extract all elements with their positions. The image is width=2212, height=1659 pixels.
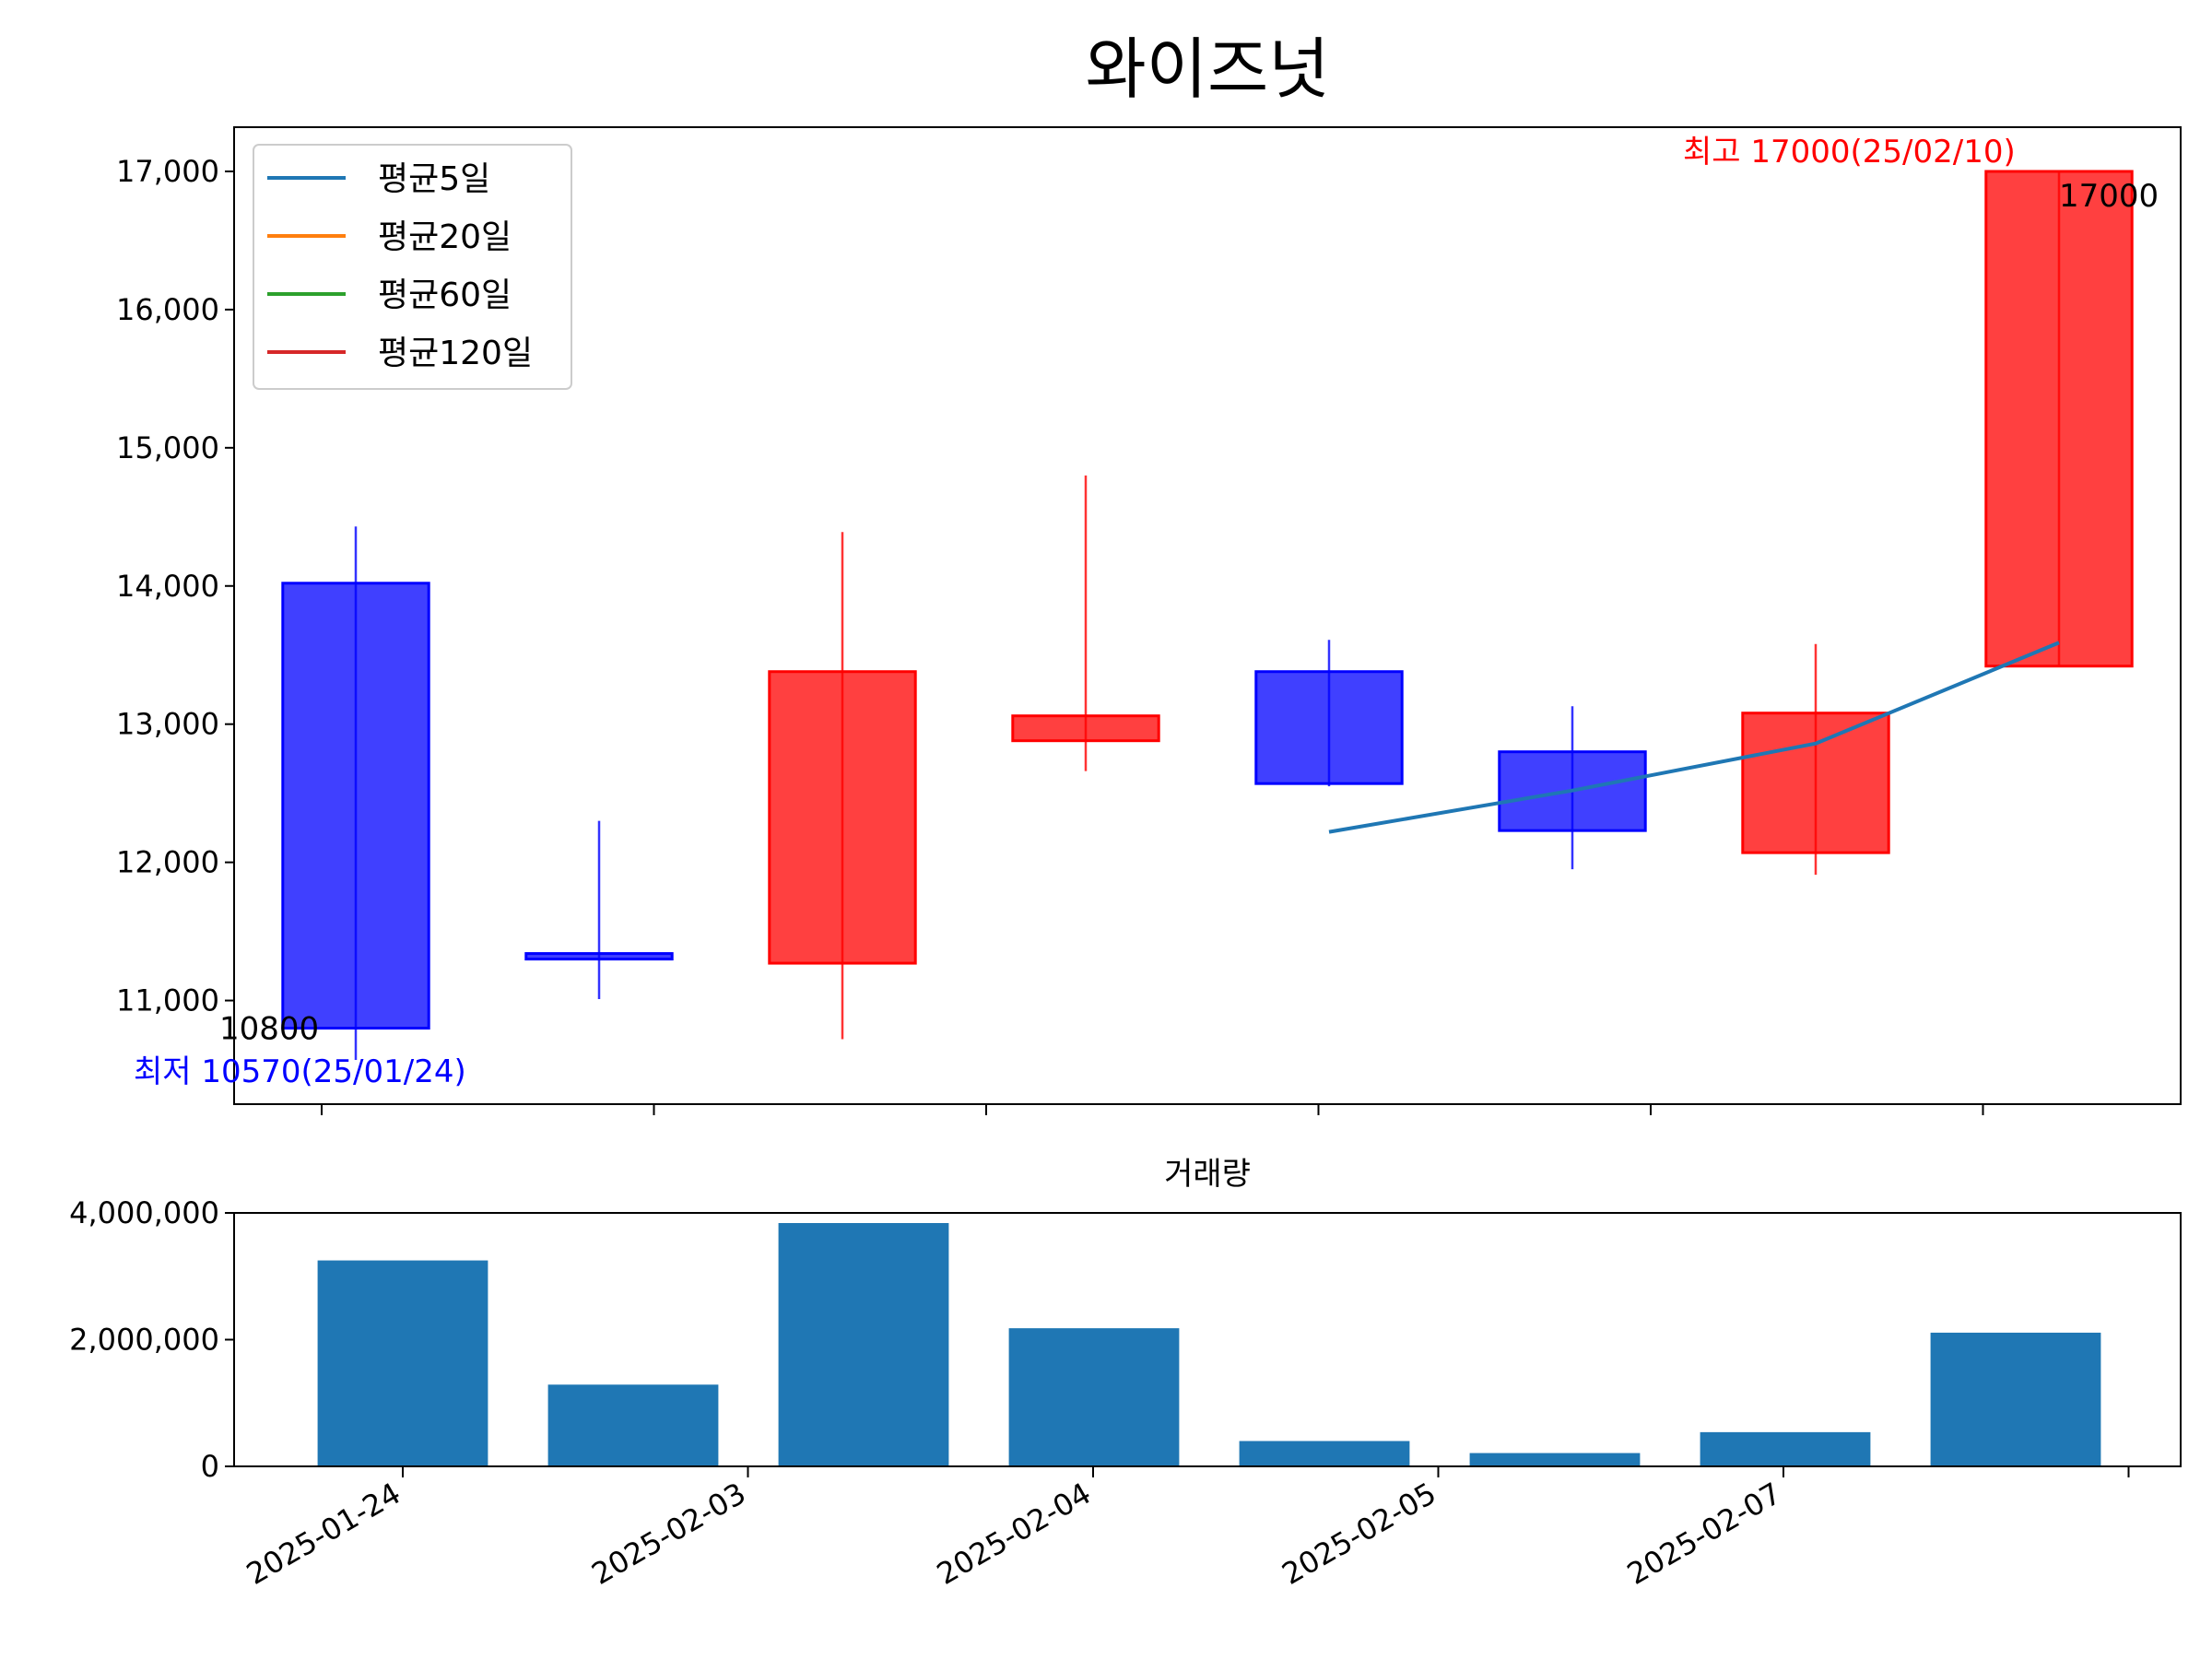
volume-y-axis: 0 2,000,000 4,000,000 <box>69 1195 234 1484</box>
x-tick-label: 2025-01-24 <box>241 1476 406 1592</box>
max-value-label: 17000 <box>2059 178 2159 215</box>
max-annotation: 최고 17000(25/02/10) <box>1683 134 2016 171</box>
volume-bar-1 <box>317 1260 488 1466</box>
y-tick-label: 17,000 <box>116 154 219 189</box>
candle-7 <box>1741 643 1890 876</box>
y-tick-label: 11,000 <box>116 983 219 1018</box>
legend-entry-ma20: 평균20일 <box>267 218 512 256</box>
moving-average-lines <box>1328 641 2060 834</box>
legend-label-ma20: 평균20일 <box>378 218 512 256</box>
y-tick-label: 16,000 <box>116 292 219 327</box>
min-annotation: 최저 10570(25/01/24) <box>134 1053 466 1090</box>
volume-bar-2 <box>547 1384 719 1466</box>
chart-title: 와이즈넛 <box>1086 30 1330 108</box>
y-tick-label: 2,000,000 <box>69 1323 219 1358</box>
x-tick-label: 2025-02-03 <box>585 1476 751 1592</box>
x-tick-label: 2025-02-05 <box>1276 1476 1441 1592</box>
y-tick-label: 15,000 <box>116 430 219 465</box>
candle-1 <box>281 526 430 1061</box>
legend-entry-ma5: 평균5일 <box>267 160 490 198</box>
legend-entry-ma60: 평균60일 <box>267 276 512 314</box>
x-tick-label: 2025-02-07 <box>1621 1476 1787 1592</box>
min-value-label: 10800 <box>219 1011 319 1048</box>
candle-marks <box>281 170 2134 1061</box>
legend-label-ma120: 평균120일 <box>378 335 533 372</box>
legend-label-ma5: 평균5일 <box>378 160 490 198</box>
volume-bar-6 <box>1469 1453 1641 1466</box>
candle-6 <box>1498 706 1647 870</box>
volume-bar-5 <box>1239 1441 1410 1466</box>
candle-4 <box>1011 475 1160 771</box>
volume-bar-3 <box>778 1223 949 1466</box>
volume-bar-7 <box>1700 1431 1871 1466</box>
volume-title: 거래량 <box>1164 1156 1251 1193</box>
y-tick-label: 13,000 <box>116 707 219 742</box>
candlestick-y-axis: 11,000 12,000 13,000 14,000 15,000 16,000 17,0… <box>116 154 234 1018</box>
volume-bars <box>317 1223 2101 1466</box>
y-tick-label: 4,000,000 <box>69 1195 219 1230</box>
candlestick-frame <box>233 126 2182 1105</box>
legend: 평균5일 평균20일 평균60일 평균120일 <box>253 144 572 390</box>
candlestick-panel: 11,000 12,000 13,000 14,000 15,000 16,000 17,0… <box>116 126 2182 1115</box>
legend-label-ma60: 평균60일 <box>378 276 512 314</box>
volume-frame <box>233 1212 2182 1467</box>
y-tick-label: 0 <box>201 1449 219 1484</box>
x-tick-label: 2025-02-04 <box>931 1476 1097 1592</box>
volume-bar-8 <box>1930 1332 2101 1466</box>
ma5-line <box>1328 641 2060 834</box>
candle-8 <box>1984 170 2134 668</box>
y-tick-label: 12,000 <box>116 845 219 880</box>
volume-bar-4 <box>1008 1328 1180 1466</box>
legend-box <box>253 144 572 390</box>
candle-3 <box>768 532 917 1040</box>
legend-entry-ma120: 평균120일 <box>267 335 533 372</box>
candle-5 <box>1254 640 1404 787</box>
candlestick-x-axis <box>321 1104 1984 1115</box>
candle-2 <box>524 820 674 1000</box>
volume-x-axis: 2025-01-24 2025-02-03 2025-02-04 2025-02-05… <box>241 1466 2130 1592</box>
y-tick-label: 14,000 <box>116 569 219 604</box>
